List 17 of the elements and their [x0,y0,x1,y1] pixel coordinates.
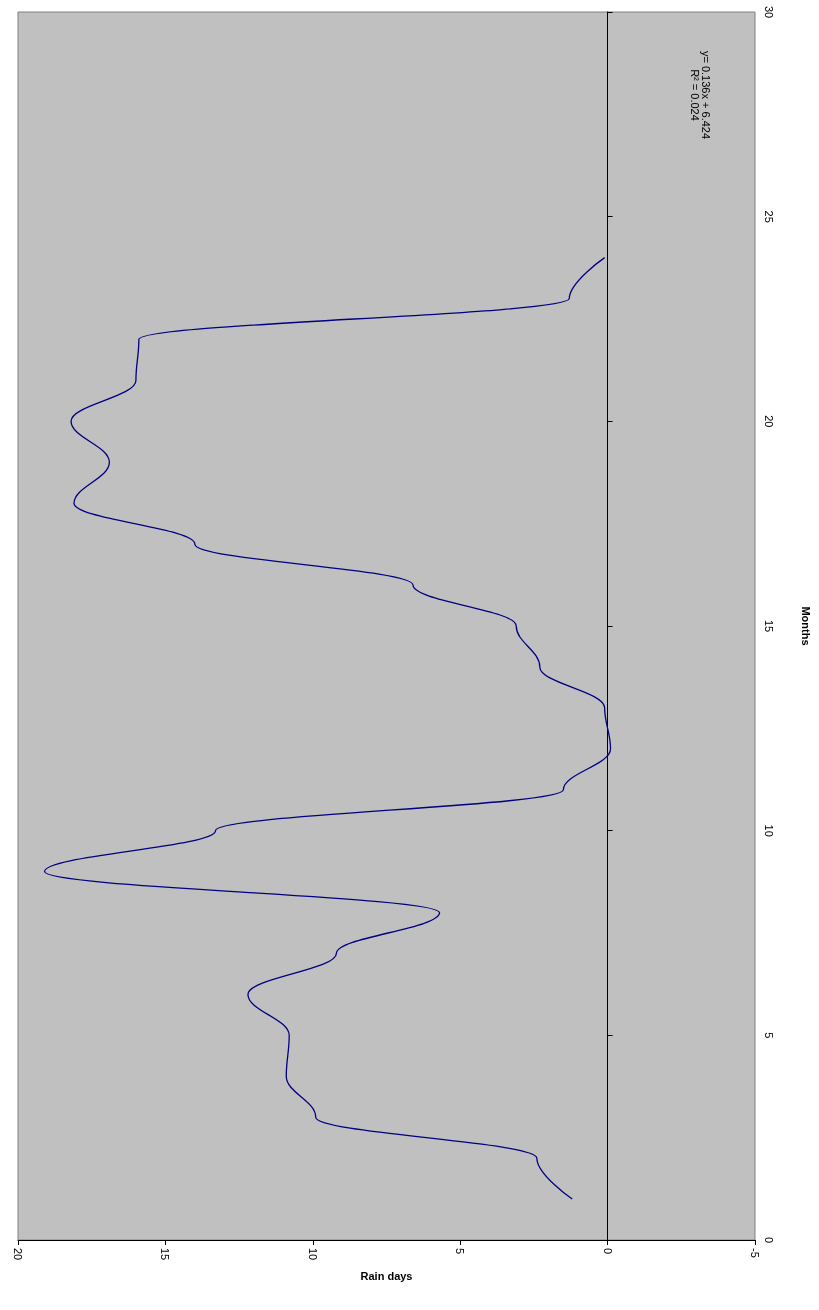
y-tick-label: 20 [762,415,775,428]
x-tick-label: 5 [454,1248,467,1255]
x-tick-label: 15 [159,1248,172,1261]
x-tick-label: -5 [749,1248,761,1258]
annotation: y= 0.136x + 6.424 R² = 0.024 [688,50,712,140]
y-axis-title: Months [799,606,812,646]
x-axis-title: Rain days [360,1269,413,1282]
y-tick-label: 10 [762,824,775,837]
y-tick-label: 25 [762,210,775,223]
x-tick-label: 10 [306,1248,319,1261]
y-tick-label: 5 [762,1032,775,1039]
y-tick-label: 0 [762,1236,775,1244]
y-tick-label: 30 [762,5,775,19]
x-tick-label: 20 [12,1248,24,1261]
x-tick-label: 0 [601,1248,614,1255]
y-tick-label: 15 [762,619,775,633]
line-series [43,256,612,1200]
